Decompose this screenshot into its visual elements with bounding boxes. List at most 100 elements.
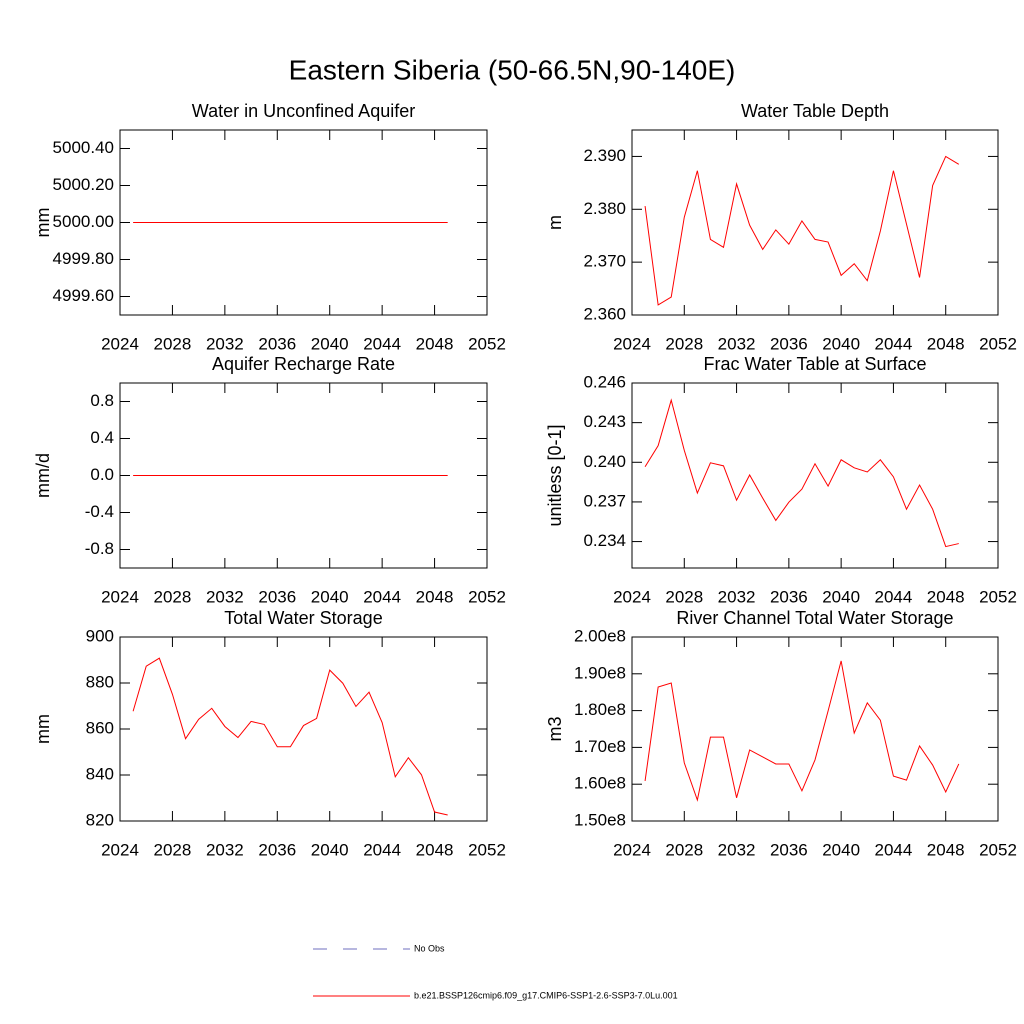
plot-frame <box>631 382 999 569</box>
y-tick-label: 1.60e8 <box>574 774 626 793</box>
y-tick-label: 0.0 <box>90 465 114 484</box>
x-tick-label: 2052 <box>979 840 1017 859</box>
y-tick-label: 1.70e8 <box>574 737 626 756</box>
x-tick-label: 2036 <box>258 334 296 353</box>
x-tick-label: 2032 <box>206 840 244 859</box>
y-tick-label: -0.8 <box>85 539 114 558</box>
x-tick-label: 2028 <box>154 840 192 859</box>
y-tick-label: 0.234 <box>583 531 626 550</box>
x-tick-label: 2052 <box>468 334 506 353</box>
x-tick-label: 2036 <box>770 840 808 859</box>
x-tick-label: 2048 <box>927 334 965 353</box>
x-tick-label: 2024 <box>613 587 651 606</box>
x-tick-label: 2044 <box>875 840 913 859</box>
y-tick-label: 2.00e8 <box>574 626 626 645</box>
x-tick-label: 2052 <box>979 334 1017 353</box>
x-tick-label: 2044 <box>363 587 401 606</box>
x-tick-label: 2040 <box>311 840 349 859</box>
x-tick-label: 2032 <box>718 840 756 859</box>
x-tick-label: 2024 <box>613 840 651 859</box>
x-tick-label: 2036 <box>258 840 296 859</box>
x-tick-label: 2024 <box>101 587 139 606</box>
x-tick-label: 2048 <box>416 587 454 606</box>
y-tick-label: 1.80e8 <box>574 700 626 719</box>
y-tick-label: 5000.00 <box>53 212 114 231</box>
x-tick-label: 2036 <box>258 587 296 606</box>
x-tick-label: 2052 <box>468 587 506 606</box>
plot-frame <box>631 636 999 822</box>
x-tick-label: 2048 <box>927 840 965 859</box>
x-tick-label: 2040 <box>822 840 860 859</box>
x-tick-label: 2036 <box>770 587 808 606</box>
y-tick-label: 1.50e8 <box>574 810 626 829</box>
y-tick-label: 0.237 <box>583 491 626 510</box>
data-line <box>644 398 959 548</box>
y-tick-label: 820 <box>86 810 114 829</box>
x-tick-label: 2036 <box>770 334 808 353</box>
y-tick-label: 0.246 <box>583 372 626 391</box>
y-axis-label: unitless [0-1] <box>545 424 565 526</box>
y-tick-label: 2.360 <box>583 304 626 323</box>
y-axis-label: mm <box>33 208 53 238</box>
y-axis-label: mm <box>33 714 53 744</box>
x-tick-label: 2044 <box>875 334 913 353</box>
legend-label: No Obs <box>414 943 445 953</box>
panel-title: Frac Water Table at Surface <box>703 354 926 374</box>
x-tick-label: 2052 <box>468 840 506 859</box>
x-tick-label: 2044 <box>363 334 401 353</box>
x-tick-label: 2044 <box>875 587 913 606</box>
y-axis-label: m <box>545 215 565 230</box>
legend-label: b.e21.BSSP126cmip6.f09_g17.CMIP6-SSP1-2.… <box>414 990 678 1000</box>
y-tick-label: 5000.40 <box>53 138 114 157</box>
x-tick-label: 2024 <box>101 334 139 353</box>
y-tick-label: 4999.80 <box>53 249 114 268</box>
y-tick-label: 900 <box>86 626 114 645</box>
x-tick-label: 2028 <box>154 334 192 353</box>
x-tick-label: 2028 <box>665 840 703 859</box>
y-tick-label: 0.240 <box>583 452 626 471</box>
panel-title: Aquifer Recharge Rate <box>212 354 395 374</box>
y-axis-label: mm/d <box>33 453 53 498</box>
x-tick-label: 2032 <box>718 587 756 606</box>
figure-title: Eastern Siberia (50-66.5N,90-140E) <box>289 54 736 85</box>
y-tick-label: -0.4 <box>85 502 114 521</box>
y-tick-label: 4999.60 <box>53 286 114 305</box>
x-tick-label: 2024 <box>613 334 651 353</box>
x-tick-label: 2048 <box>416 840 454 859</box>
data-line <box>644 155 960 306</box>
plot-frame <box>119 636 488 822</box>
y-tick-label: 2.390 <box>583 146 626 165</box>
x-tick-label: 2028 <box>665 587 703 606</box>
x-tick-label: 2040 <box>822 587 860 606</box>
panel-title: Water Table Depth <box>741 101 889 121</box>
y-tick-label: 0.243 <box>583 412 626 431</box>
data-line <box>132 657 448 816</box>
x-tick-label: 2040 <box>311 334 349 353</box>
data-line <box>644 660 960 802</box>
panel-title: Water in Unconfined Aquifer <box>192 101 415 121</box>
x-tick-label: 2048 <box>927 587 965 606</box>
y-tick-label: 880 <box>86 672 114 691</box>
y-tick-label: 1.90e8 <box>574 663 626 682</box>
y-tick-label: 2.370 <box>583 252 626 271</box>
y-tick-label: 0.8 <box>90 391 114 410</box>
panel-title: Total Water Storage <box>224 608 382 628</box>
x-tick-label: 2032 <box>718 334 756 353</box>
y-tick-label: 5000.20 <box>53 175 114 194</box>
x-tick-label: 2032 <box>206 334 244 353</box>
y-axis-label: m3 <box>545 716 565 741</box>
y-tick-label: 860 <box>86 718 114 737</box>
x-tick-label: 2028 <box>154 587 192 606</box>
plot-frame <box>631 129 999 316</box>
y-tick-label: 2.380 <box>583 199 626 218</box>
y-tick-label: 0.4 <box>90 428 114 447</box>
x-tick-label: 2048 <box>416 334 454 353</box>
x-tick-label: 2052 <box>979 587 1017 606</box>
y-tick-label: 840 <box>86 764 114 783</box>
x-tick-label: 2024 <box>101 840 139 859</box>
x-tick-label: 2040 <box>822 334 860 353</box>
x-tick-label: 2028 <box>665 334 703 353</box>
x-tick-label: 2044 <box>363 840 401 859</box>
